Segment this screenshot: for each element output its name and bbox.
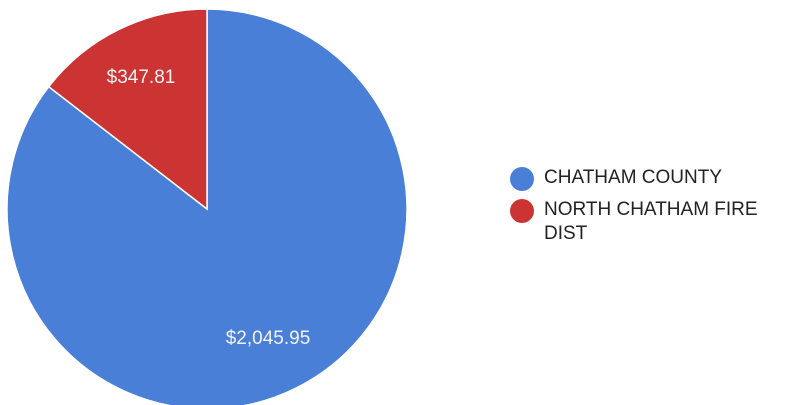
pie-slice-north-chatham-fire-dist bbox=[47, 8, 208, 211]
legend-item-north-chatham-fire-dist: NORTH CHATHAM FIRE DIST bbox=[510, 198, 785, 246]
legend-swatch-north-chatham-fire-dist bbox=[510, 199, 534, 223]
legend: CHATHAM COUNTY NORTH CHATHAM FIRE DIST bbox=[510, 166, 785, 253]
legend-label-north-chatham-fire-dist: NORTH CHATHAM FIRE DIST bbox=[544, 199, 758, 244]
legend-item-chatham-county: CHATHAM COUNTY bbox=[510, 166, 785, 191]
slice-label-chatham-county: $2,045.95 bbox=[226, 328, 311, 349]
legend-label-chatham-county: CHATHAM COUNTY bbox=[544, 167, 723, 188]
slice-label-north-chatham-fire-dist: $347.81 bbox=[107, 67, 176, 88]
legend-swatch-chatham-county bbox=[510, 167, 534, 191]
